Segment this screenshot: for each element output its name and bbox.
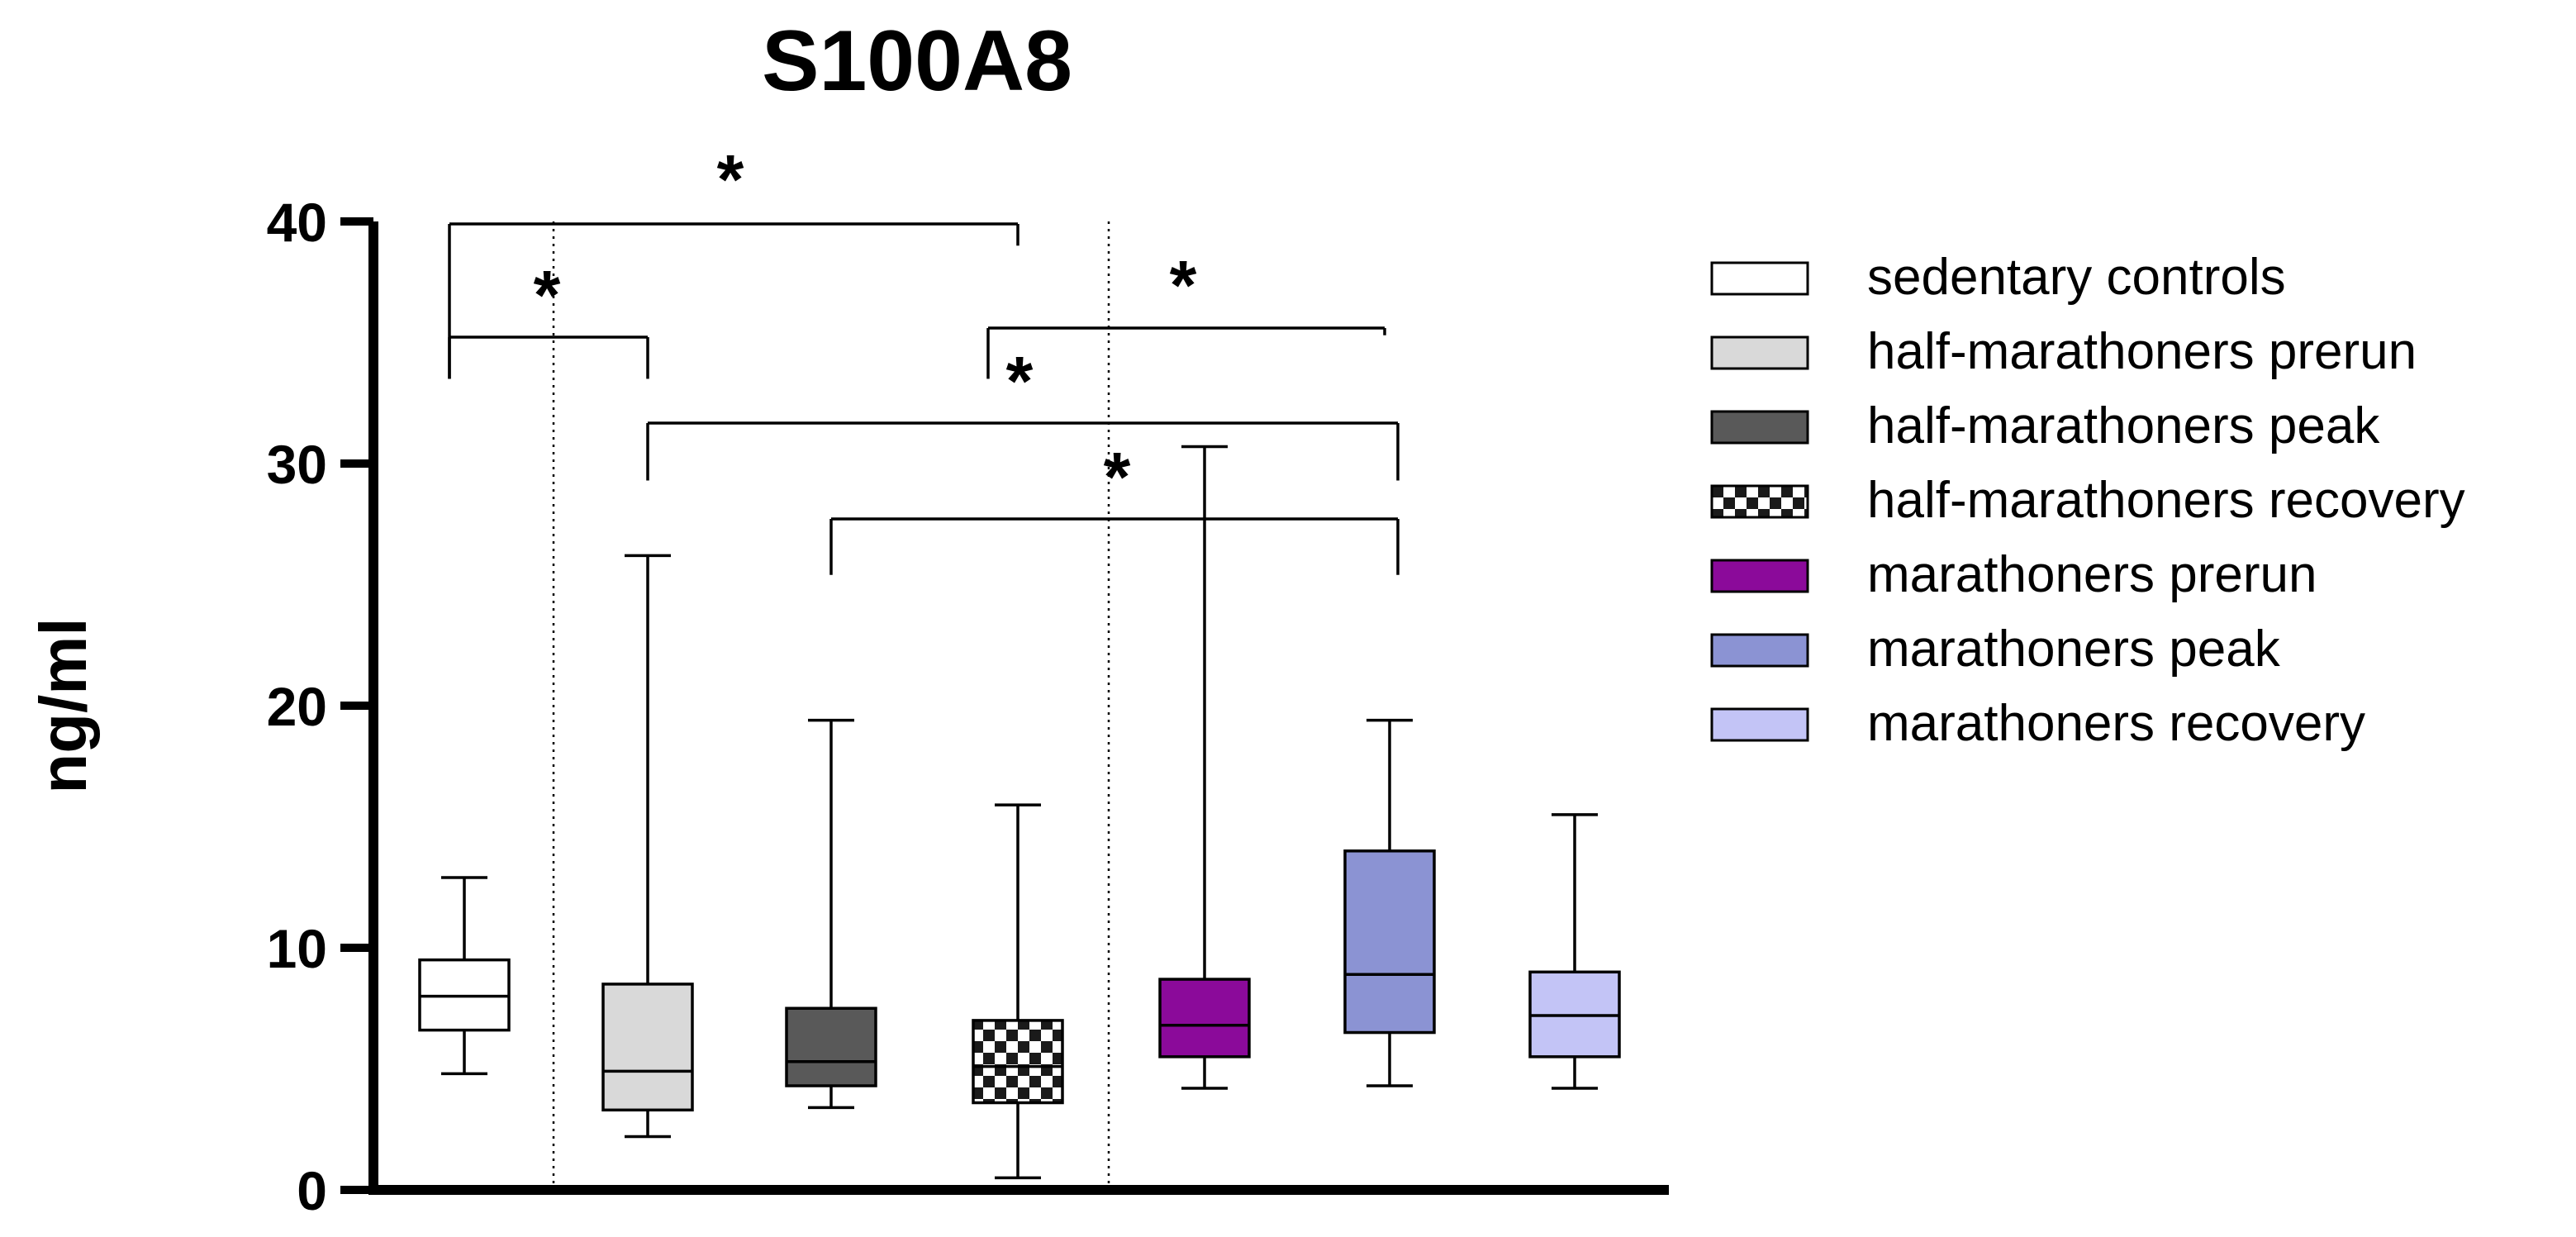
- legend-swatch: [1710, 484, 1809, 519]
- y-tick-label: 10: [267, 918, 327, 979]
- legend-swatch: [1710, 410, 1809, 445]
- box-half-marathoners-prerun: [601, 554, 694, 1139]
- legend-label: half-marathoners prerun: [1867, 323, 2417, 380]
- legend-swatch: [1710, 261, 1809, 296]
- significance-star: *: [1104, 438, 1131, 516]
- y-tick-label: 40: [267, 192, 327, 253]
- legend-label: sedentary controls: [1867, 249, 2286, 306]
- y-tick-label: 20: [267, 676, 327, 737]
- box-iqr: [601, 982, 694, 1112]
- significance-star: *: [1006, 342, 1034, 420]
- box-half-marathoners-peak: [785, 718, 877, 1110]
- legend-swatch: [1710, 559, 1809, 593]
- significance-star: *: [1170, 246, 1197, 324]
- significance-bracket: *: [646, 342, 1400, 481]
- legend-swatch: [1710, 633, 1809, 668]
- legend-item: marathoners peak: [1710, 621, 2281, 678]
- legend-item: marathoners recovery: [1710, 695, 2365, 752]
- box-sedentary-controls: [418, 876, 511, 1076]
- legend-item: marathoners prerun: [1710, 546, 2317, 603]
- box-marathoners-recovery: [1528, 813, 1621, 1090]
- significance-star: *: [534, 256, 561, 334]
- legend-item: half-marathoners peak: [1710, 397, 2380, 454]
- legend-item: half-marathoners prerun: [1710, 323, 2417, 380]
- significance-star: *: [717, 140, 744, 218]
- box-iqr: [785, 1006, 877, 1087]
- legend-label: half-marathoners recovery: [1867, 472, 2465, 529]
- box-half-marathoners-recovery: [972, 803, 1064, 1180]
- y-tick-label: 30: [267, 434, 327, 495]
- legend-swatch: [1710, 335, 1809, 370]
- legend-label: marathoners peak: [1867, 621, 2281, 678]
- box-iqr: [1158, 978, 1251, 1059]
- box-iqr: [972, 1019, 1064, 1105]
- legend-label: marathoners recovery: [1867, 695, 2365, 752]
- box-marathoners-prerun: [1158, 445, 1251, 1090]
- chart-title: S100A8: [762, 13, 1072, 109]
- y-axis-label: ng/ml: [26, 617, 100, 793]
- significance-bracket: *: [829, 438, 1400, 575]
- y-tick-label: 0: [297, 1160, 327, 1221]
- significance-bracket: *: [448, 256, 649, 379]
- box-iqr: [1343, 849, 1436, 1035]
- legend-swatch: [1710, 707, 1809, 742]
- box-marathoners-peak: [1343, 718, 1436, 1087]
- significance-bracket: *: [986, 246, 1386, 379]
- legend-item: sedentary controls: [1710, 249, 2286, 306]
- legend-label: marathoners prerun: [1867, 546, 2317, 603]
- legend-item: half-marathoners recovery: [1710, 472, 2465, 529]
- legend-label: half-marathoners peak: [1867, 397, 2380, 454]
